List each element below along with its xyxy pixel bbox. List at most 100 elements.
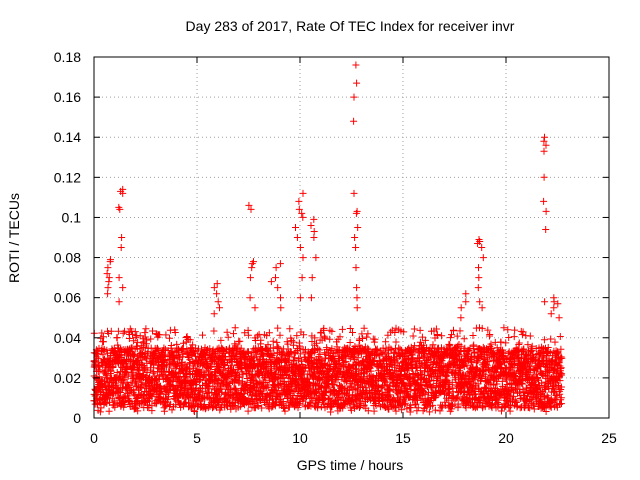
y-tick-label: 0.08 [54, 250, 81, 266]
x-tick-label: 15 [395, 430, 411, 446]
data-point [457, 314, 465, 322]
data-point [438, 332, 446, 340]
data-point [273, 338, 281, 346]
data-point [136, 332, 144, 340]
y-tick-label: 0.06 [54, 290, 81, 306]
data-point [307, 222, 315, 229]
data-point [95, 373, 103, 381]
data-point [272, 264, 280, 272]
data-point [392, 338, 400, 346]
data-point [274, 343, 282, 351]
data-point [486, 332, 493, 340]
data-point [274, 284, 282, 292]
data-point [104, 264, 112, 272]
data-point [244, 407, 252, 415]
data-point [138, 381, 146, 389]
data-point [299, 213, 307, 221]
data-point [350, 117, 358, 125]
data-point [137, 360, 145, 368]
data-point [446, 334, 454, 342]
data-point [160, 344, 168, 352]
data-point [142, 325, 150, 333]
data-point [524, 341, 532, 349]
data-point [353, 304, 361, 312]
data-point [540, 336, 548, 344]
data-point [484, 326, 492, 334]
data-point [105, 407, 113, 415]
data-point [148, 407, 156, 415]
data-point [276, 260, 284, 268]
data-point [153, 399, 161, 407]
data-point [148, 393, 156, 401]
data-point [296, 244, 304, 251]
y-tick-label: 0 [73, 410, 81, 426]
data-point [547, 335, 555, 343]
data-point [413, 407, 421, 415]
data-point [213, 290, 221, 298]
chart-title: Day 283 of 2017, Rate Of TEC Index for r… [186, 18, 515, 34]
data-point [149, 369, 157, 377]
data-point [121, 327, 128, 335]
data-point [147, 392, 155, 400]
data-point [551, 338, 559, 346]
data-point [299, 254, 307, 262]
data-point [299, 189, 307, 197]
data-point [326, 335, 334, 343]
data-point [132, 401, 140, 409]
data-point [99, 333, 107, 341]
data-point [130, 337, 138, 345]
data-point [160, 407, 168, 415]
data-point [171, 329, 179, 336]
data-point [94, 355, 102, 363]
data-point [172, 368, 180, 376]
y-axis-label: ROTI / TECUs [6, 193, 22, 283]
data-point [511, 326, 519, 334]
data-point [246, 294, 254, 302]
data-point [231, 324, 239, 332]
data-point [416, 326, 424, 334]
y-tick-label: 0.14 [54, 129, 81, 145]
data-point [117, 389, 125, 396]
data-point [292, 224, 299, 231]
data-point [312, 254, 320, 262]
data-point [168, 406, 176, 414]
data-point [293, 234, 301, 241]
data-point [162, 402, 170, 409]
data-point [133, 357, 140, 365]
data-point [382, 338, 390, 346]
y-tick-label: 0.16 [54, 89, 81, 105]
data-point [124, 372, 132, 380]
data-point [354, 224, 362, 231]
data-point [542, 226, 550, 233]
data-point [230, 330, 237, 338]
data-point [352, 244, 360, 251]
data-point [158, 372, 166, 380]
y-tick-label: 0.1 [62, 209, 82, 225]
x-tick-label: 0 [90, 430, 98, 446]
data-point [409, 332, 417, 340]
data-points [90, 61, 566, 416]
data-point [149, 327, 156, 335]
x-tick-label: 25 [601, 430, 617, 446]
data-point [118, 234, 126, 241]
data-point [154, 346, 162, 354]
data-point [146, 397, 153, 405]
data-point [174, 360, 182, 368]
data-point [107, 327, 115, 335]
data-point [119, 284, 127, 292]
data-point [125, 335, 133, 342]
data-point [246, 274, 254, 282]
data-point [542, 207, 550, 215]
data-point [134, 407, 142, 415]
data-point [113, 369, 121, 376]
data-point [143, 368, 151, 376]
data-point [541, 133, 548, 141]
data-point [475, 264, 482, 272]
data-point [540, 173, 548, 181]
data-point [307, 294, 315, 302]
data-point [115, 274, 123, 282]
data-point [476, 298, 484, 306]
data-point [272, 274, 279, 282]
data-point [296, 294, 304, 302]
